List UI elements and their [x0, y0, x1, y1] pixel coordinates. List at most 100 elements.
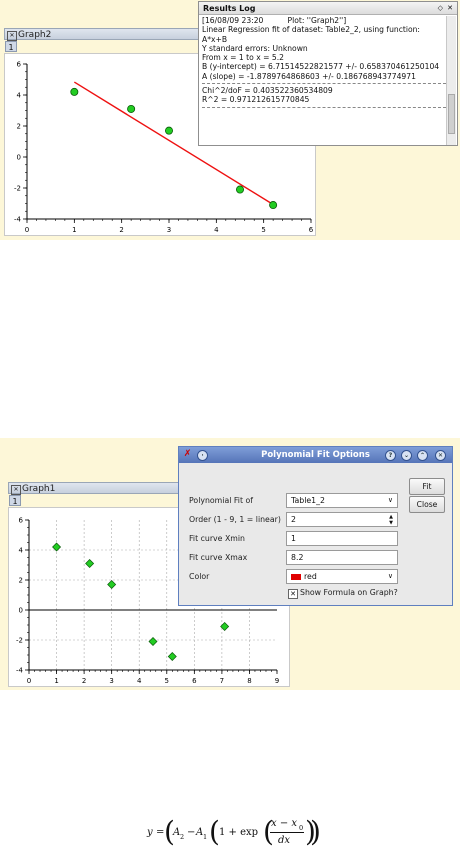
log-line: A*x+B — [202, 34, 228, 44]
x-tick-label: 0 — [27, 677, 31, 685]
data-point — [70, 87, 79, 96]
close-button[interactable]: Close — [409, 496, 445, 513]
log-line: Chi^2/doF = 0.403522360534809 — [202, 86, 333, 96]
data-point — [85, 559, 95, 568]
x-tick-label: 2 — [119, 226, 123, 234]
x-tick-label: 8 — [247, 677, 251, 685]
results-log-titlebar[interactable]: Results Log ◇ ✕ — [199, 2, 457, 15]
layer-tab[interactable]: 1 — [9, 495, 21, 506]
y-tick-label: 0 — [19, 607, 23, 615]
formula-denominator: dx — [278, 835, 291, 846]
xmin-value: 1 — [291, 534, 296, 543]
color-label: Color — [189, 572, 210, 581]
polynomial-fit-dialog[interactable]: ✗ · Polynomial Fit Options ? ⌄ ⌃ ✕ Polyn… — [178, 446, 453, 606]
fit-of-label: Polynomial Fit of — [189, 496, 254, 505]
x-tick-label: 0 — [25, 226, 29, 234]
close-icon[interactable]: ✕ — [435, 450, 446, 461]
x-tick-label: 5 — [261, 226, 265, 234]
polynomial-fit-screenshot: ✕ Graph1 1 0 1 2 3 4 5 6 7 8 9 -4 -2 0 2 4 6 ✗ · Polynom… — [0, 438, 460, 690]
x-tick-label: 3 — [109, 677, 113, 685]
scatter-chart: 0 1 2 3 4 5 6 7 8 9 -4 -2 0 2 4 6 — [16, 517, 279, 686]
xmin-label: Fit curve Xmin — [189, 534, 245, 543]
fit-of-select[interactable]: Table1_2 ∨ — [286, 493, 398, 508]
chevron-down-icon: ∨ — [387, 496, 393, 504]
formula-y: y — [147, 827, 153, 838]
chevron-down-icon: ∨ — [387, 572, 393, 580]
x-tick-label: 7 — [220, 677, 224, 685]
y-tick-label: 0 — [17, 154, 21, 162]
close-icon[interactable]: ✕ — [447, 4, 453, 12]
log-separator — [202, 83, 446, 85]
menu-icon[interactable]: · — [197, 450, 208, 461]
formula-a1-sub: 1 — [203, 833, 208, 841]
x-tick-label: 4 — [137, 677, 142, 685]
results-log-title: Results Log — [203, 4, 256, 13]
window-icon: ✕ — [11, 485, 21, 495]
log-line: B (y-intercept) = 6.71514522821577 +/- 0… — [202, 62, 440, 72]
y-tick-label: 2 — [17, 123, 21, 131]
order-label: Order (1 - 9, 1 = linear) — [189, 515, 281, 524]
show-formula-checkbox[interactable]: ✕ — [288, 589, 298, 599]
y-tick-label: -4 — [14, 216, 22, 224]
data-point — [220, 622, 230, 631]
x-tick-label: 1 — [54, 677, 58, 685]
data-point — [127, 104, 136, 113]
order-value: 2 — [291, 515, 296, 524]
float-icon[interactable]: ◇ — [437, 4, 443, 12]
y-tick-label: -2 — [14, 185, 21, 193]
x-tick-label: 9 — [275, 677, 279, 685]
xmax-value: 8.2 — [291, 553, 304, 562]
formula-paren: ( — [263, 815, 274, 848]
formula-a2: A — [173, 827, 181, 838]
xmin-input[interactable]: 1 — [286, 531, 398, 546]
formula-paren: ) — [310, 815, 321, 848]
dialog-titlebar[interactable]: ✗ · Polynomial Fit Options ? ⌄ ⌃ ✕ — [179, 447, 452, 463]
log-separator — [202, 106, 446, 108]
fit-of-value: Table1_2 — [291, 496, 325, 505]
graph-window-title: Graph1 — [22, 484, 56, 494]
formula-numerator: x − x — [271, 818, 298, 829]
data-point — [164, 126, 173, 135]
fit-button[interactable]: Fit — [409, 478, 445, 495]
layer-tab[interactable]: 1 — [5, 41, 17, 52]
data-point — [148, 637, 158, 646]
formula-equals: = — [156, 827, 165, 838]
data-point — [52, 542, 62, 552]
formula-paren: ( — [209, 815, 220, 848]
log-line: R^2 = 0.971212615770845 — [202, 95, 310, 105]
results-log-content[interactable]: [16/08/09 23:20 Plot: ''Graph2''] Linear… — [202, 16, 446, 110]
show-formula-label: Show Formula on Graph? — [300, 588, 398, 597]
x-tick-label: 6 — [192, 677, 197, 685]
y-tick-label: 6 — [19, 517, 24, 525]
results-log-window[interactable]: Results Log ◇ ✕ [16/08/09 23:20 Plot: ''… — [198, 1, 458, 146]
xmax-label: Fit curve Xmax — [189, 553, 248, 562]
log-line: From x = 1 to x = 5.2 — [202, 53, 284, 63]
y-tick-label: -4 — [16, 667, 24, 675]
log-line: [16/08/09 23:20 Plot: ''Graph2''] — [202, 16, 347, 25]
y-tick-label: 6 — [17, 61, 22, 69]
x-tick-label: 4 — [214, 226, 219, 234]
minimize-icon[interactable]: ⌄ — [401, 450, 412, 461]
log-line: Linear Regression fit of dataset: Table2… — [202, 25, 420, 35]
log-scrollbar[interactable] — [446, 16, 456, 145]
formula-a2-sub: 2 — [180, 833, 185, 841]
data-point — [167, 652, 177, 661]
log-line: Y standard errors: Unknown — [202, 43, 308, 53]
results-log-screenshot: ✕ Graph2 1 0 1 2 3 4 5 6 -4 -2 0 2 4 6 Results Log ◇ … — [0, 0, 460, 240]
formula-paren: ( — [164, 815, 175, 848]
color-value: red — [304, 572, 317, 581]
data-point — [107, 580, 117, 589]
y-tick-label: 4 — [19, 547, 24, 555]
y-tick-label: 2 — [19, 577, 23, 585]
x-tick-label: 1 — [72, 226, 76, 234]
scrollbar-thumb[interactable] — [448, 94, 455, 134]
maximize-icon[interactable]: ⌃ — [417, 450, 428, 461]
window-icon: ✕ — [7, 31, 17, 41]
order-spinbox[interactable]: 2 ▲ ▼ — [286, 512, 398, 527]
color-select[interactable]: red ∨ — [286, 569, 398, 584]
spin-arrows-icon[interactable]: ▲ ▼ — [389, 514, 393, 526]
help-icon[interactable]: ? — [385, 450, 396, 461]
data-point — [235, 185, 244, 194]
xmax-input[interactable]: 8.2 — [286, 550, 398, 565]
x-tick-label: 5 — [165, 677, 169, 685]
